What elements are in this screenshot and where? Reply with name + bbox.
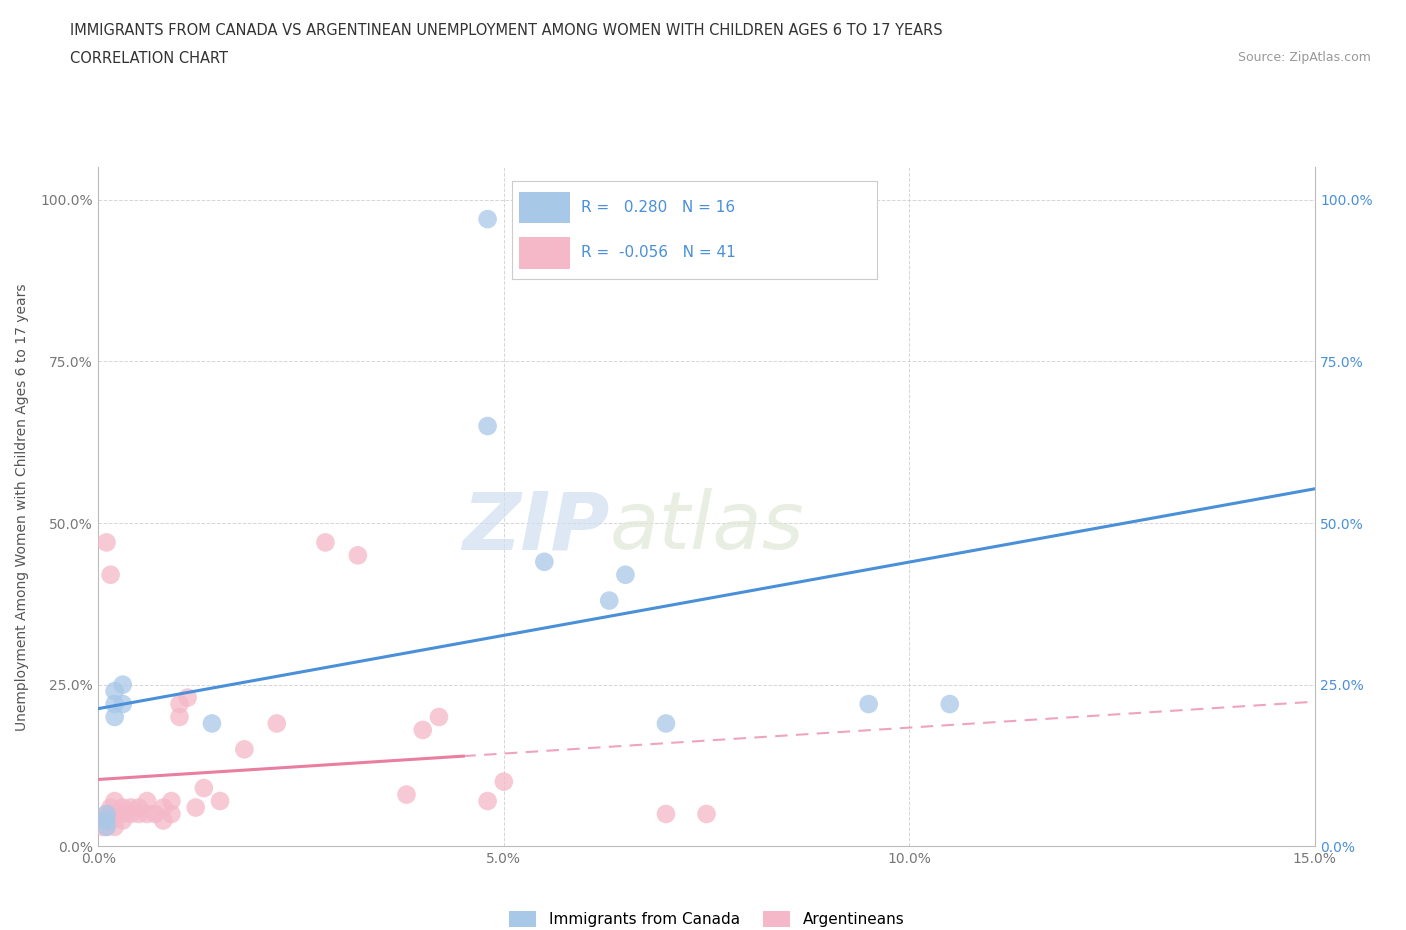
Point [96, 819, 118, 834]
Point [427, 710, 450, 724]
Point [314, 535, 336, 550]
Point [160, 793, 183, 808]
Point [120, 800, 142, 815]
Point [96, 813, 118, 828]
Point [96, 806, 118, 821]
Text: CORRELATION CHART: CORRELATION CHART [70, 51, 228, 66]
Point [128, 806, 150, 821]
Point [104, 697, 127, 711]
Point [128, 800, 150, 815]
Point [266, 716, 288, 731]
Point [169, 710, 191, 724]
Legend: Immigrants from Canada, Argentineans: Immigrants from Canada, Argentineans [503, 905, 910, 930]
Point [201, 716, 224, 731]
Point [104, 806, 127, 821]
Point [96, 535, 118, 550]
Point [655, 716, 678, 731]
Point [477, 793, 499, 808]
Point [143, 806, 166, 821]
Point [233, 742, 256, 757]
Point [176, 690, 198, 705]
Point [111, 677, 134, 692]
Point [104, 793, 127, 808]
Point [395, 787, 418, 802]
Point [492, 774, 515, 789]
Point [93, 813, 115, 828]
Point [100, 813, 122, 828]
Y-axis label: Unemployment Among Women with Children Ages 6 to 17 years: Unemployment Among Women with Children A… [15, 283, 30, 731]
Point [136, 793, 159, 808]
Point [96, 819, 118, 834]
Point [477, 212, 499, 227]
Point [598, 593, 620, 608]
Point [193, 780, 215, 795]
Text: IMMIGRANTS FROM CANADA VS ARGENTINEAN UNEMPLOYMENT AMONG WOMEN WITH CHILDREN AGE: IMMIGRANTS FROM CANADA VS ARGENTINEAN UN… [70, 23, 943, 38]
Point [939, 697, 962, 711]
Point [477, 418, 499, 433]
Point [111, 800, 134, 815]
Point [111, 813, 134, 828]
Point [209, 793, 232, 808]
Point [412, 723, 434, 737]
Point [347, 548, 370, 563]
Text: atlas: atlas [609, 488, 804, 566]
Point [152, 813, 174, 828]
Point [104, 684, 127, 698]
Point [100, 800, 122, 815]
Point [96, 806, 118, 821]
Point [104, 710, 127, 724]
Point [152, 800, 174, 815]
Point [184, 800, 207, 815]
Point [858, 697, 880, 711]
Point [655, 806, 678, 821]
Point [111, 697, 134, 711]
Point [100, 567, 122, 582]
Point [96, 813, 118, 828]
Text: ZIP: ZIP [461, 488, 609, 566]
Point [614, 567, 637, 582]
Point [169, 697, 191, 711]
Text: Source: ZipAtlas.com: Source: ZipAtlas.com [1237, 51, 1371, 64]
Point [696, 806, 718, 821]
Point [120, 806, 142, 821]
Point [160, 806, 183, 821]
Point [533, 554, 555, 569]
Point [111, 806, 134, 821]
Point [104, 819, 127, 834]
Point [136, 806, 159, 821]
Point [91, 819, 114, 834]
